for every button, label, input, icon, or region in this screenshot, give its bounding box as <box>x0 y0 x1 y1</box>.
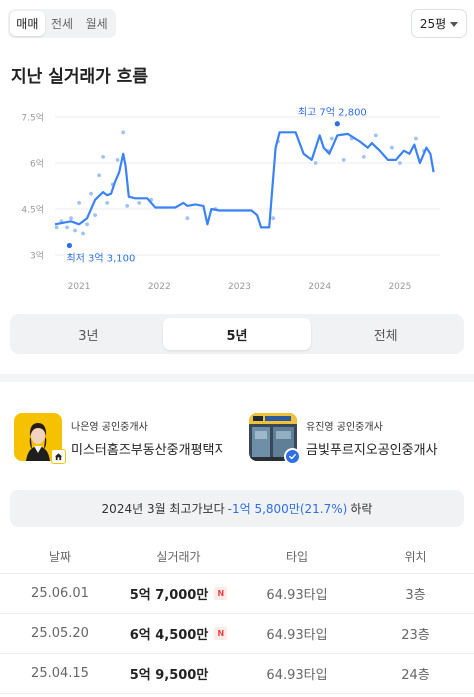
transaction-point <box>115 158 120 162</box>
home-badge-icon <box>51 449 66 464</box>
agent-card-2[interactable]: 유진영 공인중개사 금빛푸르지오공인중개사 <box>249 413 466 465</box>
x-tick-label: 2025 <box>388 282 411 292</box>
transaction-point <box>329 136 334 141</box>
agent-office-name: 금빛푸르지오공인중개사 <box>306 443 438 458</box>
header-type: 타입 <box>285 550 309 564</box>
section-title: 지난 실거래가 흐름 <box>11 67 148 87</box>
min-price-label: 최저 3억 3,100 <box>66 252 135 264</box>
period-all-button[interactable]: 전체 <box>373 328 398 344</box>
chevron-down-icon <box>450 21 459 27</box>
size-dropdown-value: 25평 <box>419 17 447 31</box>
transaction-point <box>73 228 77 233</box>
price-trend-chart: 7.5억 6억 4.5억 3억 2021 2022 2023 2024 2025 최고 7억 … <box>21 107 440 292</box>
period-5y-button[interactable]: 5년 <box>162 318 312 350</box>
transaction-point <box>361 154 366 159</box>
avatar <box>14 413 66 464</box>
agent-office-name: 미스터홈즈부동산중개평택지 <box>71 443 223 458</box>
x-tick-label: 2021 <box>68 282 91 292</box>
tab-monthly-rent[interactable]: 월세 <box>85 17 108 31</box>
header-date: 날짜 <box>48 550 72 564</box>
size-dropdown[interactable]: 25평 <box>411 9 467 38</box>
banner-prefix: 2024년 3월 최고가보다 <box>101 502 225 516</box>
transaction-point <box>121 130 126 135</box>
table-row[interactable]: 25.05.20 6억 4,500만 N 64.93타입 23층 <box>0 614 474 654</box>
row-floor: 24층 <box>401 668 430 683</box>
price-drop-banner: 2024년 3월 최고가보다 -1억 5,800만(21.7%) 하락 <box>10 490 464 527</box>
y-tick-label: 4.5억 <box>21 204 44 216</box>
min-point-marker <box>66 242 73 249</box>
agent-role: 나은영 공인중개사 <box>71 422 148 433</box>
transaction-point <box>65 225 69 230</box>
transaction-point <box>105 200 110 205</box>
transaction-point <box>397 161 402 165</box>
y-tick-label: 3억 <box>30 250 44 262</box>
max-point-marker <box>334 121 340 127</box>
transaction-point <box>54 225 59 230</box>
period-selector: 3년 5년 전체 <box>10 314 464 354</box>
row-price: 5억 9,500만 <box>129 668 209 683</box>
x-tick-label: 2024 <box>308 282 331 292</box>
transaction-point <box>77 200 81 205</box>
banner-drop-amount: -1억 5,800만(21.7%) <box>227 502 348 516</box>
transaction-point <box>313 161 318 165</box>
row-type: 64.93타입 <box>266 668 328 683</box>
row-floor: 3층 <box>405 588 426 603</box>
transaction-point <box>101 154 106 159</box>
transaction-table: 날짜 실거래가 타입 위치 25.06.01 5억 7,000만 N 64.93타… <box>0 540 474 694</box>
price-series-line <box>54 131 435 229</box>
trade-type-tabs: 매매 전세 월세 <box>8 9 116 38</box>
table-row[interactable]: 25.06.01 5억 7,000만 N 64.93타입 3층 <box>0 574 474 614</box>
agent-card-1[interactable]: 나은영 공인중개사 미스터홈즈부동산중개평택지 <box>14 413 223 464</box>
transaction-point <box>69 216 73 221</box>
transaction-point <box>85 222 89 227</box>
row-price: 5억 7,000만 <box>129 588 209 603</box>
transaction-point <box>389 145 394 150</box>
transaction-point <box>271 216 276 221</box>
header-floor: 위치 <box>404 550 427 564</box>
row-type: 64.93타입 <box>266 628 328 643</box>
period-3y-button[interactable]: 3년 <box>78 328 99 344</box>
agent-role: 유진영 공인중개사 <box>306 422 383 433</box>
section-divider <box>0 374 474 382</box>
y-tick-label: 7.5억 <box>21 112 44 124</box>
new-badge: N <box>214 627 228 640</box>
top-bar: 매매 전세 월세 25평 <box>0 0 474 48</box>
avatar <box>249 413 301 465</box>
tab-sale[interactable]: 매매 <box>10 11 45 36</box>
y-tick-label: 6억 <box>30 158 44 170</box>
transaction-point <box>137 200 142 205</box>
transaction-point <box>414 136 418 141</box>
row-date: 25.05.20 <box>31 626 89 641</box>
table-row[interactable]: 25.04.15 5억 9,500만 64.93타입 24층 <box>0 654 474 694</box>
verified-check-icon <box>284 448 301 465</box>
banner-suffix: 하락 <box>350 502 373 516</box>
row-price: 6억 4,500만 <box>129 628 209 643</box>
row-type: 64.93타입 <box>266 588 328 603</box>
table-header: 날짜 실거래가 타입 위치 <box>0 540 474 574</box>
row-date: 25.06.01 <box>31 586 89 601</box>
max-price-label: 최고 7억 2,800 <box>298 107 367 119</box>
transaction-point <box>125 204 130 208</box>
transaction-point <box>185 216 190 221</box>
transaction-point <box>93 213 98 218</box>
transaction-point <box>81 231 85 236</box>
row-date: 25.04.15 <box>31 666 89 681</box>
x-tick-label: 2022 <box>148 282 171 292</box>
header-price: 실거래가 <box>156 550 201 564</box>
row-floor: 23층 <box>401 628 430 643</box>
transaction-point <box>373 133 378 138</box>
transaction-point <box>89 191 93 196</box>
x-tick-label: 2023 <box>228 282 251 292</box>
transaction-point <box>341 158 346 162</box>
new-badge: N <box>214 587 228 600</box>
transaction-point <box>97 173 102 178</box>
tab-jeonse[interactable]: 전세 <box>50 17 74 31</box>
